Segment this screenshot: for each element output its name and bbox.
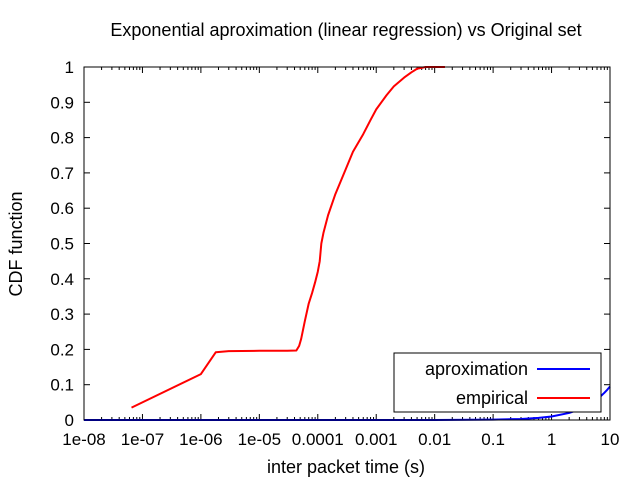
y-axis-label: CDF function	[6, 191, 26, 296]
y-tick-label: 0	[65, 411, 74, 430]
y-tick-label: 1	[65, 58, 74, 77]
legend-box	[393, 352, 602, 413]
y-tick-label: 0.3	[50, 305, 74, 324]
y-tick-label: 0.2	[50, 340, 74, 359]
x-tick-label: 0.001	[355, 430, 398, 449]
y-tick-label: 0.6	[50, 199, 74, 218]
x-tick-label: 0.01	[418, 430, 451, 449]
series-line-empirical	[131, 66, 445, 409]
x-tick-label: 1e-07	[121, 430, 164, 449]
chart-title: Exponential aproximation (linear regress…	[110, 20, 581, 40]
legend-label-empirical: empirical	[456, 388, 528, 408]
x-tick-label: 10	[601, 430, 620, 449]
y-tick-label: 0.8	[50, 129, 74, 148]
x-tick-label: 1e-06	[179, 430, 222, 449]
x-tick-label: 0.0001	[292, 430, 344, 449]
y-tick-label: 0.9	[50, 93, 74, 112]
x-axis-label: inter packet time (s)	[267, 457, 425, 477]
y-tick-label: 0.4	[50, 270, 74, 289]
plot-frame	[83, 66, 611, 421]
x-tick-label: 1e-08	[62, 430, 105, 449]
y-tick-label: 0.5	[50, 235, 74, 254]
y-tick-label: 0.7	[50, 164, 74, 183]
y-tick-label: 0.1	[50, 376, 74, 395]
legend: aproximation empirical	[393, 352, 602, 413]
x-tick-label: 1	[547, 430, 556, 449]
x-tick-label: 0.1	[481, 430, 505, 449]
x-tick-label: 1e-05	[238, 430, 281, 449]
legend-label-aproximation: aproximation	[425, 359, 528, 379]
